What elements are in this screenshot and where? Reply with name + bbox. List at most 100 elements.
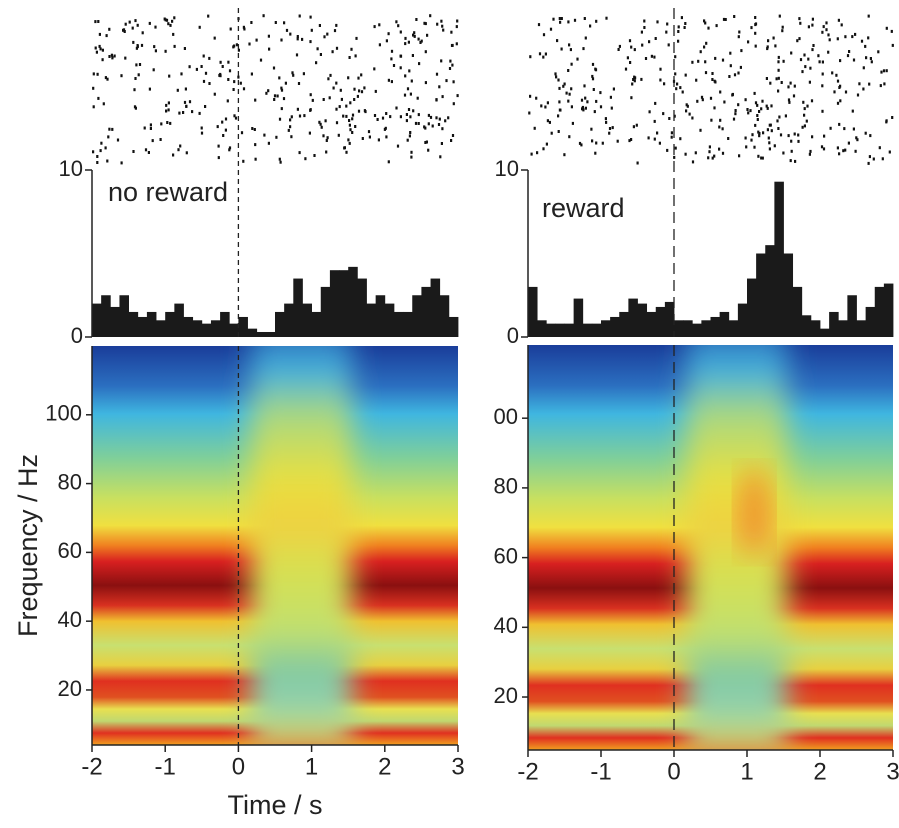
spike bbox=[235, 43, 238, 47]
spike bbox=[438, 117, 441, 121]
spike bbox=[644, 57, 648, 60]
spike bbox=[821, 72, 824, 76]
spike bbox=[442, 28, 445, 32]
y-tick-label: 0 bbox=[71, 323, 83, 348]
spike bbox=[844, 90, 848, 94]
spike bbox=[640, 30, 643, 34]
spike bbox=[309, 15, 312, 19]
bar bbox=[610, 316, 620, 337]
bar bbox=[537, 320, 547, 337]
spike bbox=[148, 87, 151, 91]
spike bbox=[273, 98, 276, 101]
spike bbox=[647, 136, 650, 140]
spike bbox=[133, 105, 137, 109]
spike bbox=[777, 68, 780, 72]
spike bbox=[424, 141, 427, 144]
spike bbox=[729, 64, 732, 68]
spike bbox=[751, 133, 754, 137]
spike bbox=[703, 19, 706, 23]
spike bbox=[779, 133, 783, 137]
bar bbox=[357, 278, 367, 337]
spike bbox=[872, 157, 875, 161]
spike bbox=[417, 37, 420, 41]
spike bbox=[111, 56, 114, 60]
spike bbox=[96, 155, 99, 158]
spike bbox=[807, 25, 810, 29]
spike bbox=[808, 152, 811, 156]
spike bbox=[563, 153, 566, 157]
spike bbox=[681, 90, 684, 94]
spike bbox=[536, 151, 539, 155]
spike bbox=[608, 127, 612, 130]
spike bbox=[253, 128, 256, 131]
spike bbox=[237, 48, 240, 52]
spike bbox=[135, 63, 138, 67]
spike bbox=[679, 137, 682, 141]
spike bbox=[711, 72, 714, 75]
spike bbox=[538, 52, 542, 56]
spike bbox=[618, 44, 621, 48]
spike bbox=[296, 35, 299, 38]
spike bbox=[440, 59, 443, 63]
spike bbox=[544, 105, 547, 109]
spike bbox=[176, 88, 179, 92]
spike bbox=[809, 149, 812, 153]
spike bbox=[185, 104, 188, 108]
spike bbox=[272, 66, 276, 70]
spike bbox=[333, 29, 337, 33]
bar bbox=[701, 320, 711, 337]
spike bbox=[242, 87, 246, 91]
spike bbox=[697, 59, 700, 63]
spike bbox=[805, 119, 808, 123]
spike bbox=[331, 50, 334, 54]
spike bbox=[552, 17, 555, 21]
spike bbox=[699, 50, 702, 54]
spike bbox=[180, 72, 183, 76]
spike bbox=[327, 77, 330, 81]
spike bbox=[631, 82, 634, 86]
spike bbox=[423, 21, 426, 25]
spike bbox=[198, 111, 201, 115]
spike bbox=[354, 54, 357, 58]
bar bbox=[591, 323, 602, 337]
spike bbox=[778, 115, 781, 119]
spike bbox=[822, 147, 826, 151]
spike bbox=[738, 154, 741, 158]
spike bbox=[438, 85, 441, 89]
x-tick-label: 0 bbox=[667, 758, 680, 785]
spike bbox=[289, 118, 292, 122]
spike bbox=[836, 101, 840, 105]
spike bbox=[757, 154, 760, 158]
y-tick-label: 60 bbox=[494, 543, 518, 568]
spike bbox=[829, 126, 832, 130]
spike bbox=[303, 114, 306, 118]
spike bbox=[583, 84, 586, 88]
spike bbox=[782, 59, 785, 63]
spike bbox=[713, 154, 716, 158]
raster bbox=[528, 14, 894, 165]
spike bbox=[285, 28, 289, 32]
bar bbox=[110, 306, 120, 337]
spike bbox=[856, 138, 859, 142]
spike bbox=[427, 148, 430, 152]
spike bbox=[280, 107, 283, 111]
spike bbox=[92, 150, 95, 154]
spike bbox=[749, 109, 752, 113]
spike bbox=[567, 20, 570, 24]
spike bbox=[450, 139, 453, 142]
spike bbox=[405, 113, 408, 116]
spike bbox=[169, 23, 172, 27]
spike bbox=[167, 108, 170, 112]
spike bbox=[683, 26, 686, 29]
spike bbox=[612, 87, 615, 91]
spike bbox=[351, 117, 354, 121]
spike bbox=[182, 111, 185, 114]
bar bbox=[874, 286, 885, 337]
bar bbox=[801, 315, 812, 337]
spike bbox=[429, 14, 432, 18]
spike bbox=[723, 100, 726, 104]
spike bbox=[445, 79, 448, 83]
spike bbox=[865, 56, 868, 60]
spike bbox=[335, 107, 338, 111]
